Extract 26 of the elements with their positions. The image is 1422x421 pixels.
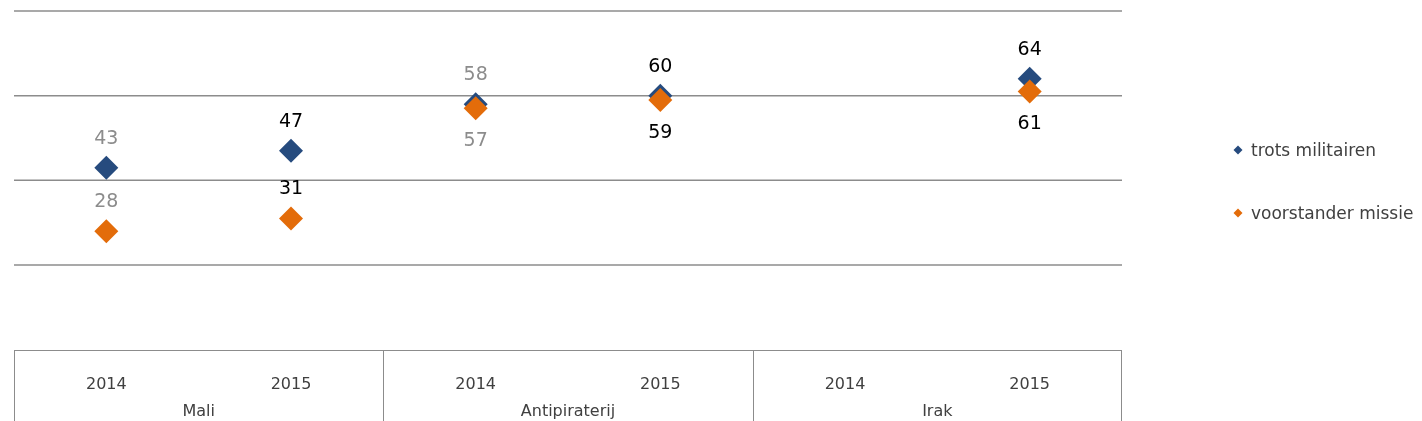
- data-label: 60: [648, 53, 673, 76]
- x-tick-label: 2014: [85, 374, 127, 393]
- data-label: 43: [94, 125, 119, 148]
- data-label: 59: [648, 119, 673, 142]
- x-tick-label: 2014: [455, 374, 497, 393]
- data-label: 31: [278, 176, 304, 199]
- legend-label: trots militairen: [1251, 139, 1376, 160]
- x-tick-label: 2015: [270, 374, 312, 393]
- x-tick-label: 2015: [1009, 374, 1051, 393]
- text: Irak: [921, 401, 954, 420]
- data-label: 58: [463, 62, 488, 85]
- data-label: 28: [94, 189, 119, 212]
- x-tick-label: 2015: [639, 374, 681, 393]
- point: [1017, 79, 1042, 104]
- text: Mali: [181, 401, 216, 420]
- legend-label: voorstander missie: [1251, 202, 1414, 223]
- data-label: 64: [1017, 36, 1042, 59]
- point: [279, 206, 303, 231]
- point: [94, 219, 119, 244]
- data-label: 61: [1017, 111, 1042, 134]
- point: [94, 155, 119, 180]
- data-label: 47: [278, 108, 304, 131]
- text: Antipiraterij: [519, 401, 617, 420]
- data-label: 57: [463, 128, 488, 151]
- x-tick-label: 2014: [824, 374, 866, 393]
- point: [279, 138, 303, 163]
